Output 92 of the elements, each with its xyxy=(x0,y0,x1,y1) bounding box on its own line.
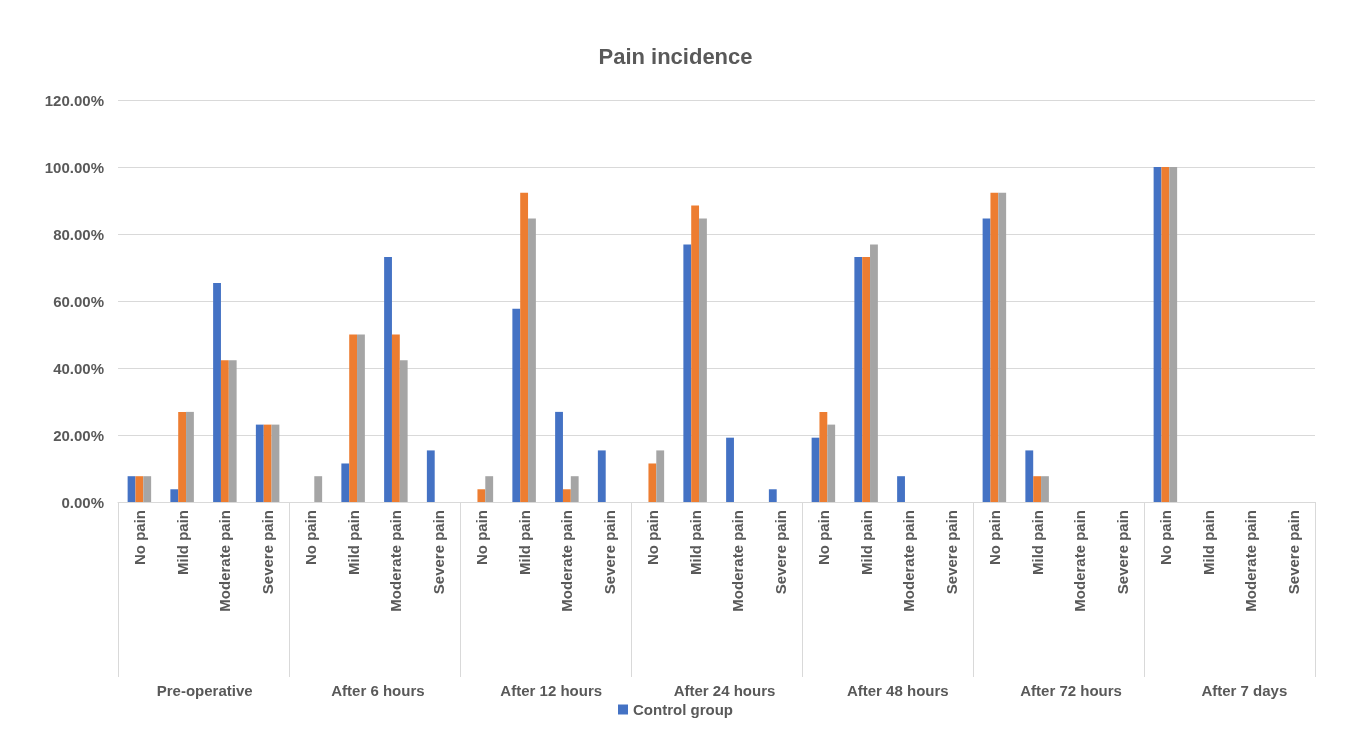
x-tick-label: Moderate pain xyxy=(1242,510,1260,612)
text: After 48 hours xyxy=(846,682,949,699)
x-tick-label: Mild pain xyxy=(1199,510,1217,575)
x-tick-label: Moderate pain xyxy=(729,510,747,612)
bar xyxy=(528,218,536,502)
x-tick-label: Severe pain xyxy=(430,510,448,595)
chart-title: Pain incidence xyxy=(598,43,753,69)
bar xyxy=(135,476,144,502)
bar xyxy=(648,463,657,502)
bar xyxy=(699,218,707,502)
x-tick-label: Severe pain xyxy=(943,510,961,595)
y-tick-label: 20.00% xyxy=(53,426,104,444)
x-tick-label: Moderate pain xyxy=(216,510,234,612)
text: After 6 hours xyxy=(331,682,425,699)
bar xyxy=(1161,167,1170,502)
text: After 24 hours xyxy=(673,682,776,699)
bar xyxy=(178,411,187,502)
bar xyxy=(127,476,136,502)
bar xyxy=(1033,476,1042,502)
bar xyxy=(597,450,606,502)
bar xyxy=(143,476,152,502)
x-tick-label: Mild pain xyxy=(344,510,362,575)
bar xyxy=(827,424,836,502)
x-tick-label: Moderate pain xyxy=(1071,510,1089,612)
x-tick-label: Moderate pain xyxy=(558,510,576,612)
x-tick-label: Severe pain xyxy=(601,510,619,595)
bar xyxy=(384,257,392,502)
x-tick-label: Severe pain xyxy=(259,510,277,595)
x-tick-label: No pain xyxy=(1156,510,1174,565)
bar xyxy=(357,334,365,502)
bar xyxy=(897,476,905,502)
bar xyxy=(656,450,665,502)
legend-label: Control group xyxy=(633,701,733,718)
x-tick-label: No pain xyxy=(985,510,1003,565)
bar xyxy=(768,489,777,502)
bar xyxy=(1025,450,1034,502)
x-tick-label: Mild pain xyxy=(515,510,533,575)
bar xyxy=(570,476,579,502)
y-tick-label: 80.00% xyxy=(53,225,104,243)
bar xyxy=(399,360,408,502)
bar xyxy=(990,192,999,502)
bar xyxy=(726,437,734,502)
x-tick-label: No pain xyxy=(814,510,832,565)
bar xyxy=(255,424,264,502)
text: After 7 days xyxy=(1201,682,1288,699)
x-tick-label: No pain xyxy=(643,510,661,565)
bar xyxy=(349,334,358,502)
bar xyxy=(862,257,871,502)
x-tick-label: Mild pain xyxy=(173,510,191,575)
bar xyxy=(477,489,486,502)
x-tick-label: Moderate pain xyxy=(387,510,405,612)
bar xyxy=(314,476,323,502)
bar xyxy=(870,244,878,502)
bar xyxy=(562,489,571,502)
x-tick-label: Severe pain xyxy=(1285,510,1303,595)
bar xyxy=(213,282,221,502)
x-tick-label: Severe pain xyxy=(1114,510,1132,595)
bar xyxy=(998,192,1007,502)
x-tick-label: No pain xyxy=(301,510,319,565)
bar xyxy=(391,334,400,502)
bar xyxy=(220,360,229,502)
bar xyxy=(683,244,692,502)
bar xyxy=(854,257,863,502)
text: After 12 hours xyxy=(500,682,603,699)
bar xyxy=(341,463,350,502)
bar xyxy=(1169,167,1178,502)
text: After 72 hours xyxy=(1020,682,1122,699)
text: Pre-operative xyxy=(156,682,253,699)
bar xyxy=(228,360,237,502)
x-tick-label: Mild pain xyxy=(857,510,875,575)
bar xyxy=(426,450,435,502)
bar xyxy=(170,489,179,502)
bar xyxy=(1041,476,1049,502)
x-tick-label: No pain xyxy=(130,510,148,565)
x-tick-label: Severe pain xyxy=(772,510,790,595)
y-tick-label: 40.00% xyxy=(53,359,104,377)
bar xyxy=(819,411,828,502)
bar xyxy=(263,424,272,502)
x-tick-label: Mild pain xyxy=(686,510,704,575)
y-tick-label: 0.00% xyxy=(61,493,104,511)
bar xyxy=(186,411,194,502)
y-tick-label: 60.00% xyxy=(53,292,104,310)
x-tick-label: Moderate pain xyxy=(900,510,918,612)
bar xyxy=(512,308,521,502)
x-tick-label: Mild pain xyxy=(1028,510,1046,575)
bar xyxy=(485,476,494,502)
y-tick-label: 120.00% xyxy=(44,91,104,109)
bar xyxy=(520,192,529,502)
x-tick-label: No pain xyxy=(472,510,490,565)
bar xyxy=(555,411,563,502)
bar xyxy=(691,205,700,502)
y-tick-label: 100.00% xyxy=(44,158,104,176)
